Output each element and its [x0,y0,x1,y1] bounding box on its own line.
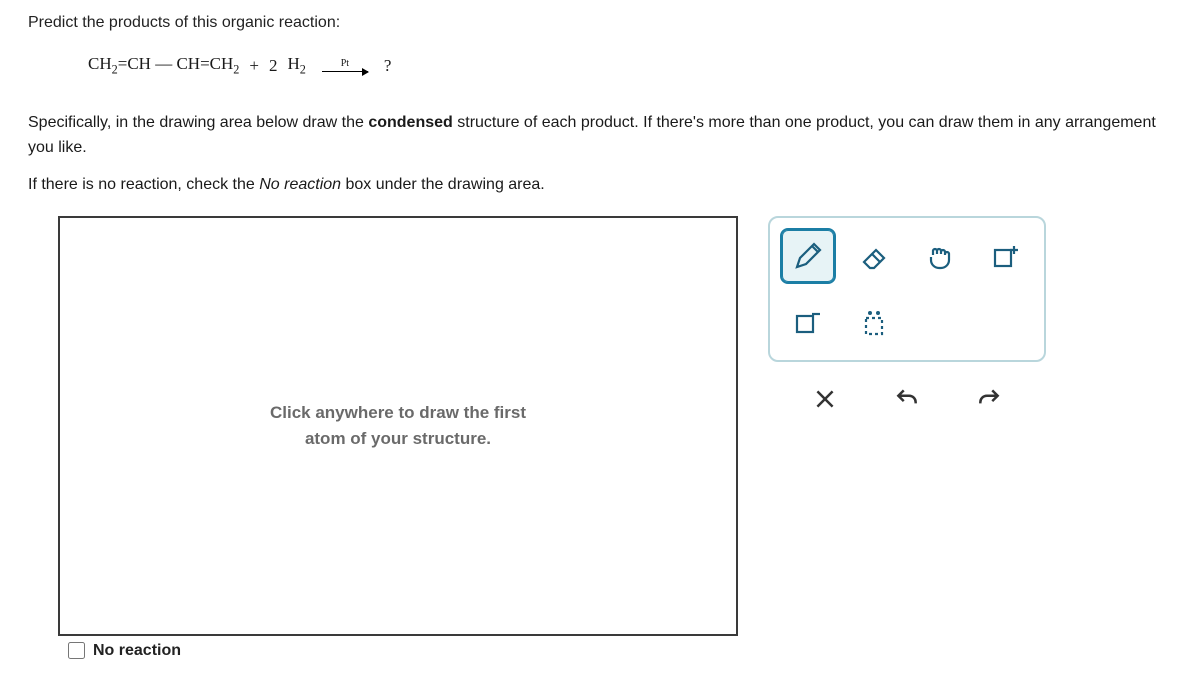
lone-pair-tool[interactable] [846,294,902,350]
tool-panel [768,216,1046,362]
reagent-h2: H2 [288,54,306,77]
lone-pair-icon [858,306,890,338]
charge-plus-tool[interactable] [978,228,1034,284]
no-reaction-checkbox[interactable] [68,642,85,659]
pencil-tool[interactable] [780,228,836,284]
coefficient: 2 [269,56,278,76]
redo-icon [976,386,1002,412]
canvas-hint: Click anywhere to draw the first atom of… [270,400,526,451]
product-placeholder: ? [384,56,392,76]
instruction-italic: No reaction [259,176,341,193]
reaction-equation: CH2=CH — CH=CH2 + 2 H2 Pt ? [88,54,1172,77]
undo-button[interactable] [888,380,926,418]
no-reaction-label: No reaction [93,642,181,660]
plus-sign: + [249,56,259,76]
eraser-tool[interactable] [846,228,902,284]
charge-minus-icon [792,306,824,338]
eraser-icon [858,240,890,272]
instruction-text: If there is no reaction, check the [28,176,259,193]
reaction-arrow: Pt [322,59,368,72]
instruction-text: Specifically, in the drawing area below … [28,114,368,131]
action-row [768,380,1046,418]
undo-icon [894,386,920,412]
charge-minus-tool[interactable] [780,294,836,350]
grab-tool[interactable] [912,228,968,284]
clear-button[interactable] [806,380,844,418]
close-icon [812,386,838,412]
instructions: Specifically, in the drawing area below … [28,111,1172,197]
catalyst-label: Pt [341,59,349,69]
no-reaction-row[interactable]: No reaction [68,642,1172,660]
question-title: Predict the products of this organic rea… [28,14,1172,32]
grab-icon [924,240,956,272]
instruction-text: box under the drawing area. [341,176,545,193]
pencil-icon [792,240,824,272]
instruction-bold: condensed [368,114,452,131]
drawing-canvas[interactable]: Click anywhere to draw the first atom of… [58,216,738,636]
charge-plus-icon [990,240,1022,272]
reactant-diene: CH2=CH — CH=CH2 [88,54,239,77]
redo-button[interactable] [970,380,1008,418]
